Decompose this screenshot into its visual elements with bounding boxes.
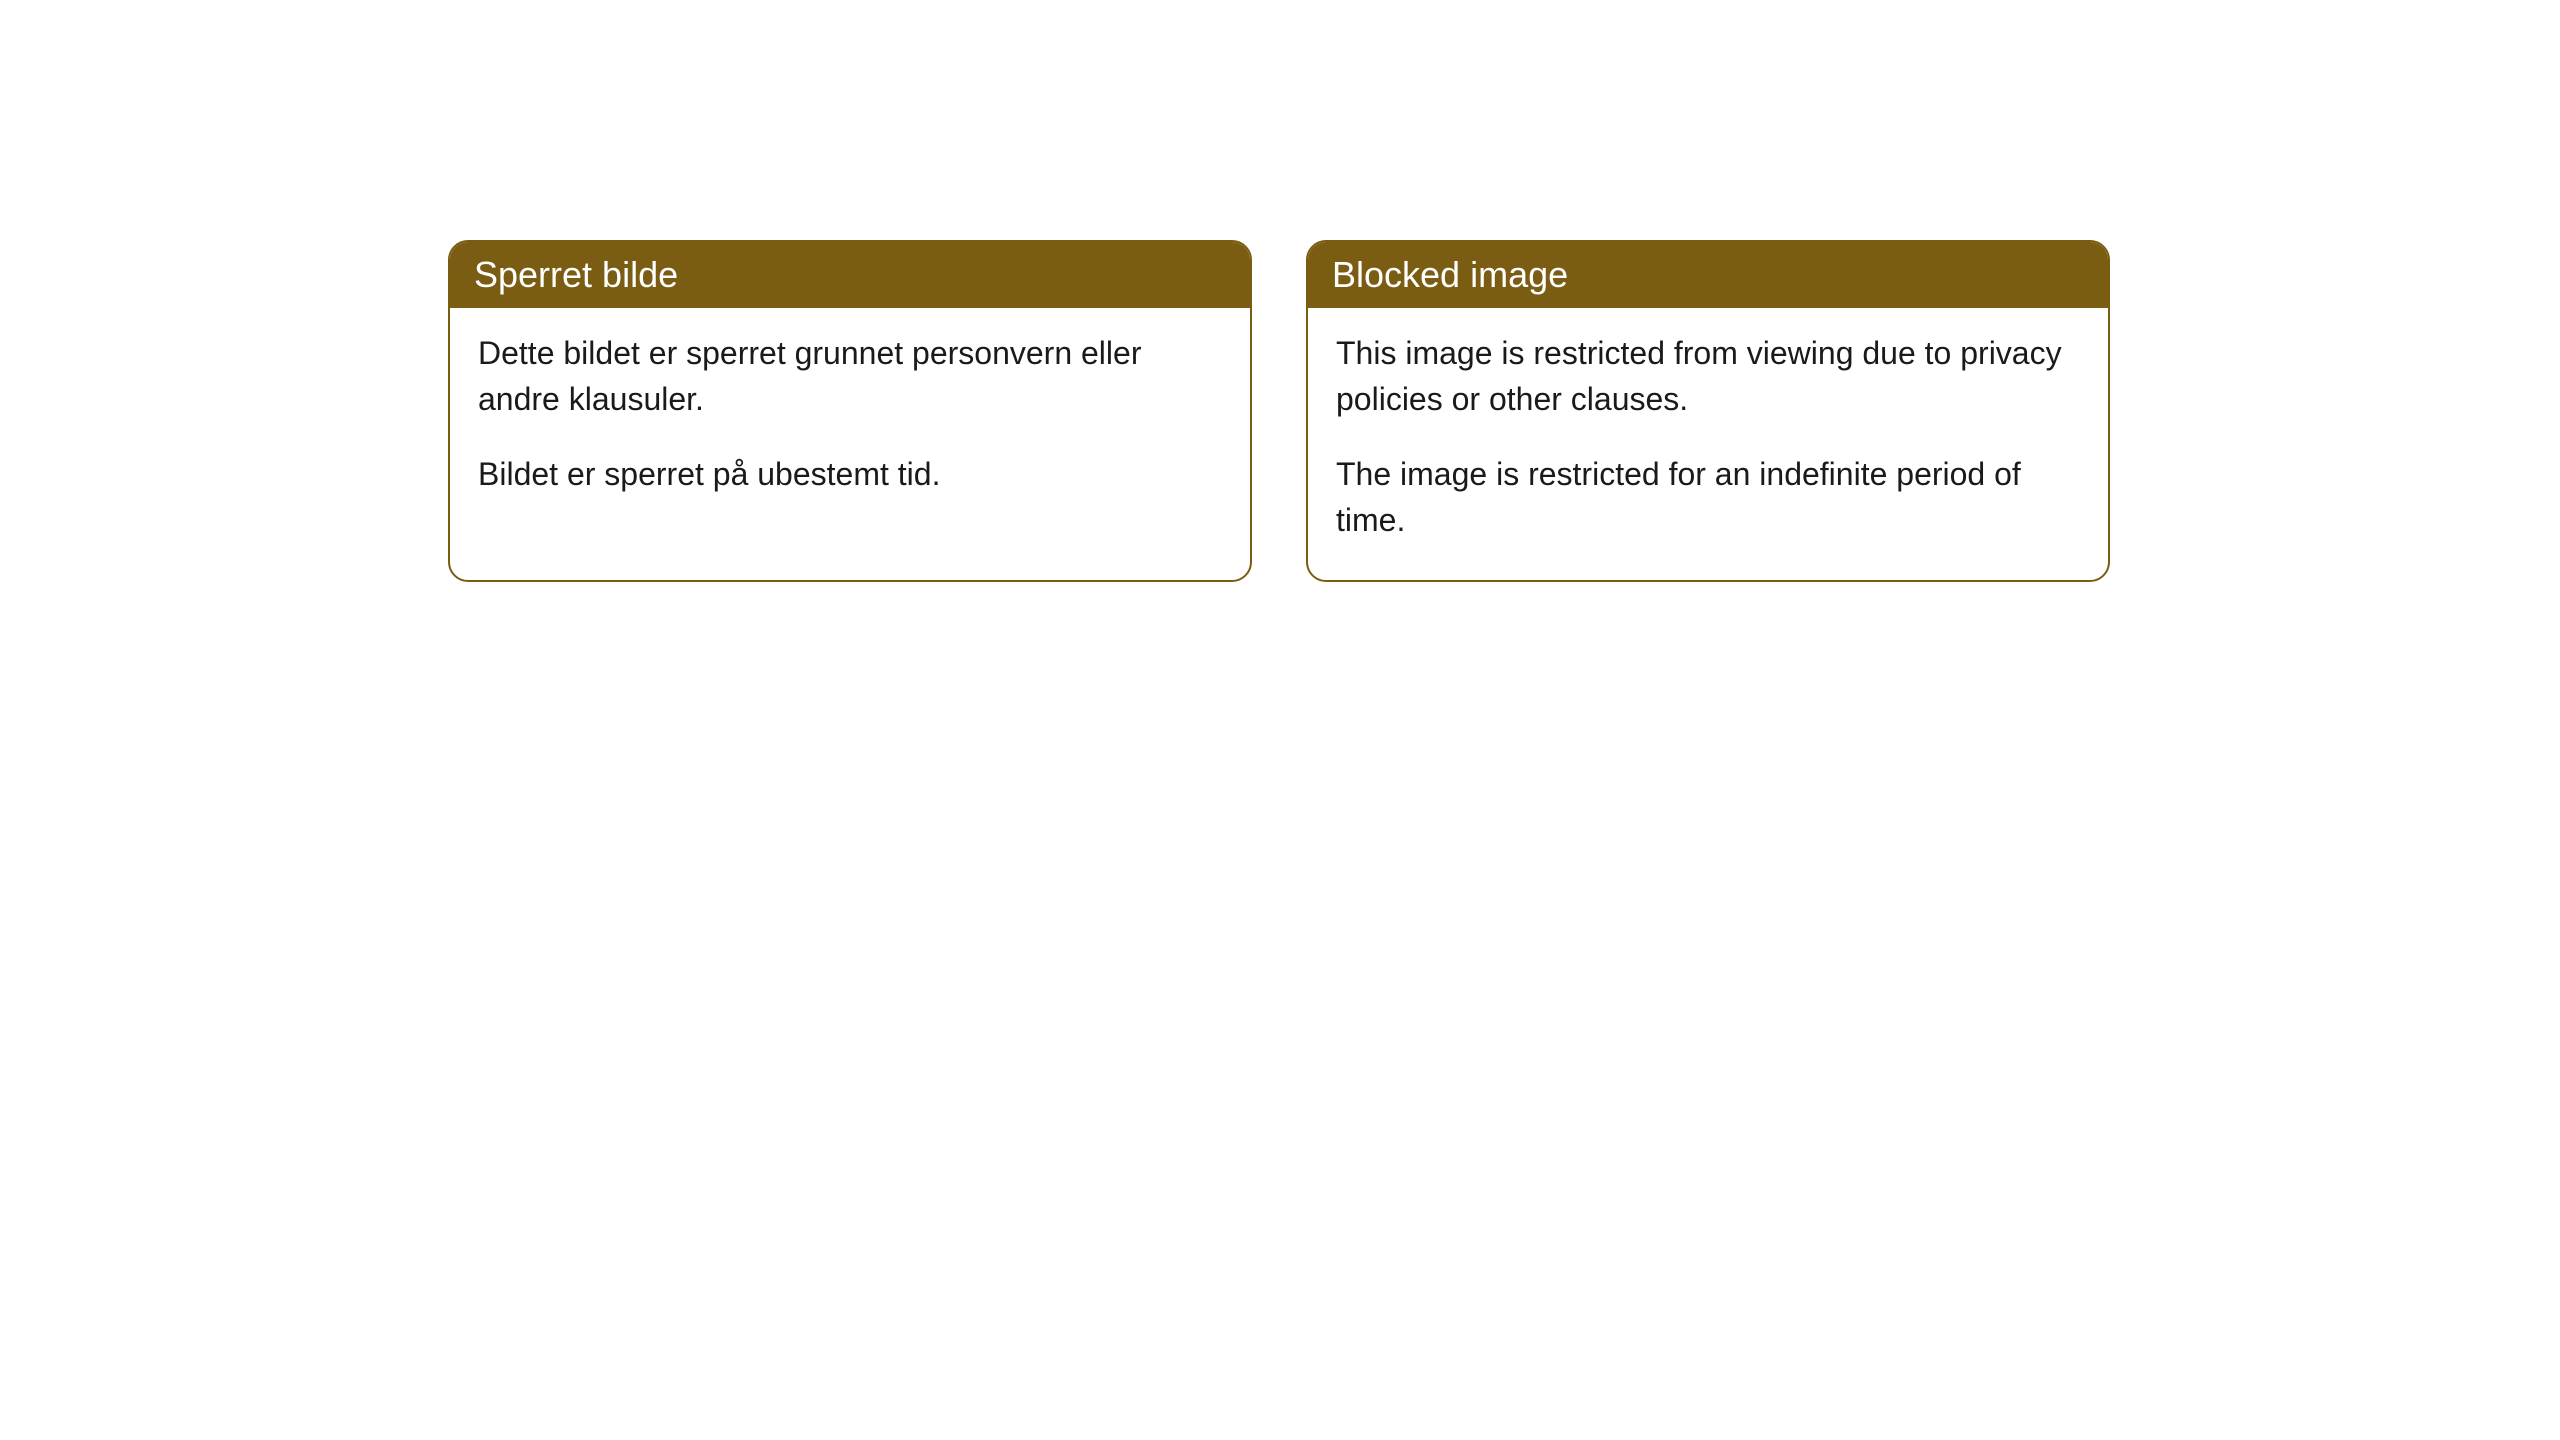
notice-paragraph: This image is restricted from viewing du…	[1336, 330, 2080, 423]
notice-card-norwegian: Sperret bilde Dette bildet er sperret gr…	[448, 240, 1252, 582]
notice-body-norwegian: Dette bildet er sperret grunnet personve…	[450, 308, 1250, 533]
notice-header-norwegian: Sperret bilde	[450, 242, 1250, 308]
notice-body-english: This image is restricted from viewing du…	[1308, 308, 2108, 580]
notice-paragraph: The image is restricted for an indefinit…	[1336, 451, 2080, 544]
notice-card-english: Blocked image This image is restricted f…	[1306, 240, 2110, 582]
notice-paragraph: Bildet er sperret på ubestemt tid.	[478, 451, 1222, 497]
notice-paragraph: Dette bildet er sperret grunnet personve…	[478, 330, 1222, 423]
notice-header-english: Blocked image	[1308, 242, 2108, 308]
notice-cards-container: Sperret bilde Dette bildet er sperret gr…	[448, 240, 2110, 582]
